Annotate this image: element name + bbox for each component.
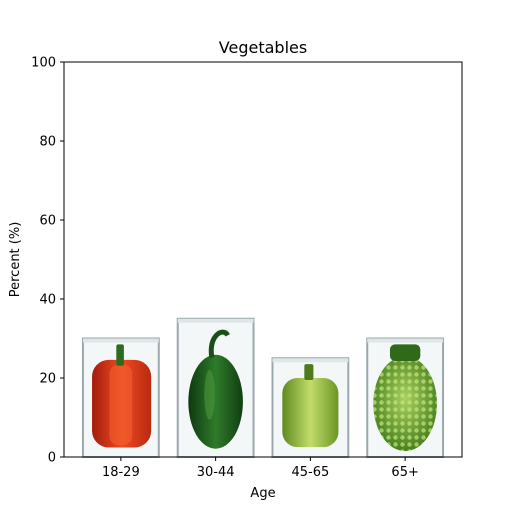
y-axis-label: Percent (%) (8, 222, 23, 298)
bar-45-65 (271, 357, 350, 458)
bar-top-edge (367, 338, 444, 343)
bar-65- (366, 337, 445, 458)
y-tick-label: 40 (39, 293, 56, 308)
romanesco-broccoli-icon (373, 344, 437, 452)
bar-18-29 (81, 337, 160, 458)
y-tick-label: 100 (31, 56, 56, 71)
green-bell-pepper-icon (188, 329, 243, 449)
y-tick-label: 20 (39, 372, 56, 387)
red-bell-pepper-icon (92, 344, 152, 448)
x-tick-label: 65+ (391, 465, 418, 480)
x-axis: 18-29 30-44 45-65 65+ (102, 457, 419, 480)
x-tick-label: 30-44 (197, 465, 235, 480)
x-axis-label: Age (250, 486, 275, 501)
bar-top-edge (82, 338, 159, 343)
plot-area-frame (63, 61, 463, 458)
bar-top-edge (272, 358, 349, 363)
chart-title: Vegetables (219, 38, 307, 57)
light-green-bell-pepper-icon (282, 364, 339, 448)
x-tick-label: 18-29 (102, 465, 140, 480)
bar-30-44 (176, 317, 255, 458)
y-tick-label: 0 (48, 451, 56, 466)
y-axis: 0 20 40 60 80 100 (31, 56, 64, 466)
y-tick-label: 60 (39, 214, 56, 229)
y-tick-label: 80 (39, 135, 56, 150)
bar-top-edge (177, 318, 254, 323)
x-tick-label: 45-65 (291, 465, 329, 480)
